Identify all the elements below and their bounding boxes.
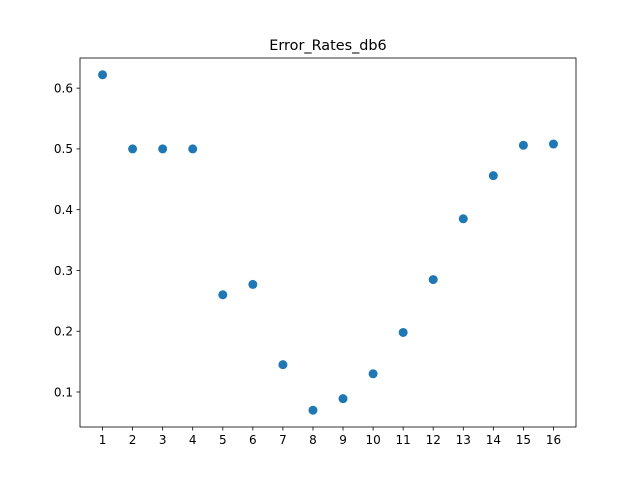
data-point — [518, 140, 528, 150]
x-tick-label: 7 — [279, 433, 287, 447]
x-tick-label: 5 — [219, 433, 227, 447]
x-tick-label: 9 — [339, 433, 347, 447]
data-point — [308, 405, 318, 415]
data-point — [218, 290, 228, 300]
y-tick-label: 0.1 — [54, 385, 73, 399]
data-point — [158, 144, 168, 154]
x-tick-label: 3 — [159, 433, 167, 447]
data-points — [98, 70, 558, 415]
data-point — [128, 144, 138, 154]
x-tick-label: 10 — [365, 433, 380, 447]
data-point — [248, 279, 258, 289]
y-axis: 0.1 0.2 0.3 0.4 0.5 0.6 — [54, 81, 80, 399]
y-tick-label: 0.4 — [54, 203, 73, 217]
data-point — [98, 70, 108, 80]
x-tick-label: 6 — [249, 433, 257, 447]
x-tick-label: 16 — [546, 433, 561, 447]
x-tick-label: 15 — [516, 433, 531, 447]
plot-area — [79, 57, 577, 428]
data-point — [428, 275, 438, 285]
data-point — [488, 171, 498, 181]
x-tick-label: 2 — [129, 433, 137, 447]
data-point — [398, 327, 408, 337]
x-tick-label: 4 — [189, 433, 197, 447]
y-tick-label: 0.2 — [54, 325, 73, 339]
y-tick-label: 0.3 — [54, 264, 73, 278]
x-axis: 1 2 3 4 5 6 7 8 9 10 11 12 13 14 15 16 — [99, 427, 561, 447]
data-point — [458, 214, 468, 224]
data-point — [278, 360, 288, 370]
data-point — [338, 394, 348, 404]
x-tick-label: 1 — [99, 433, 107, 447]
data-point — [548, 139, 558, 149]
x-tick-label: 12 — [426, 433, 441, 447]
data-point — [188, 144, 198, 154]
x-tick-label: 14 — [486, 433, 501, 447]
x-tick-label: 11 — [396, 433, 411, 447]
chart-title: Error_Rates_db6 — [269, 38, 386, 54]
data-point — [368, 369, 378, 379]
x-tick-label: 13 — [456, 433, 471, 447]
x-tick-label: 8 — [309, 433, 317, 447]
y-tick-label: 0.6 — [54, 81, 73, 95]
y-tick-label: 0.5 — [54, 142, 73, 156]
